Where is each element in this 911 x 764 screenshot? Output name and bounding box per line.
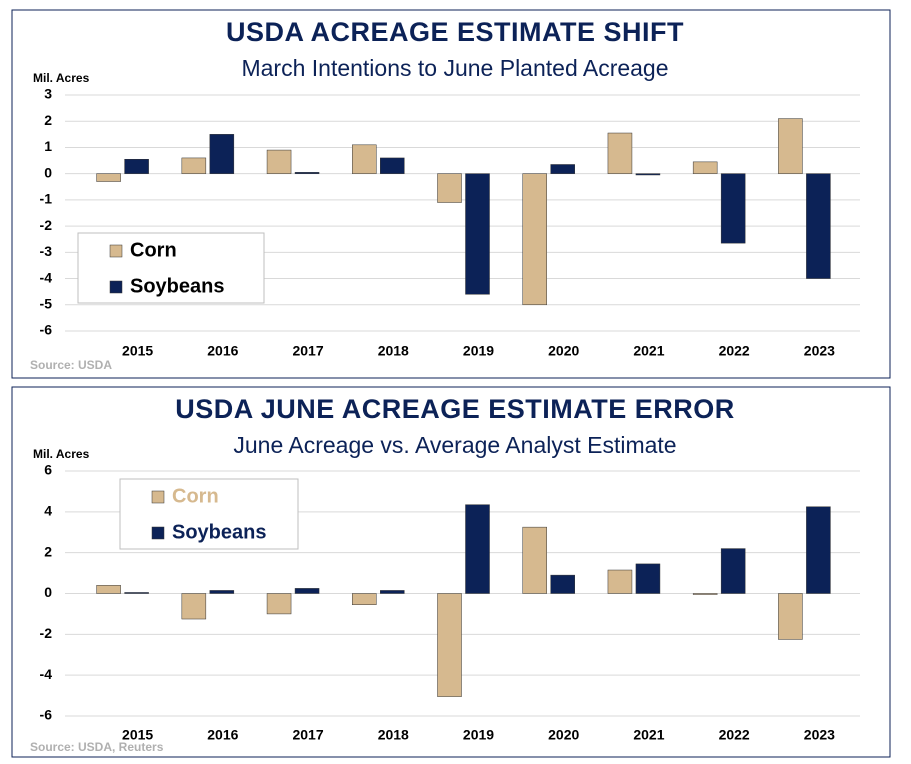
y-tick-label: -1: [40, 191, 53, 207]
y-tick-label: 1: [44, 138, 52, 154]
x-tick-label: 2022: [719, 343, 750, 359]
legend-swatch: [151, 490, 165, 504]
bar: [720, 173, 746, 244]
bar: [778, 118, 803, 174]
panel-frame: [11, 9, 891, 379]
x-tick-label: 2022: [719, 727, 750, 743]
y-tick-label: -4: [40, 666, 53, 682]
bar: [720, 548, 746, 594]
bar: [96, 585, 121, 594]
bar: [607, 132, 633, 174]
x-tick-label: 2016: [207, 727, 238, 743]
chart-title: USDA ACREAGE ESTIMATE SHIFT: [226, 17, 684, 47]
x-tick-label: 2019: [463, 727, 494, 743]
bar: [266, 593, 292, 615]
y-tick-label: 0: [44, 584, 52, 600]
bar: [96, 173, 121, 182]
bar: [778, 593, 803, 640]
legend-label: Corn: [172, 485, 219, 507]
bar: [607, 569, 633, 594]
bar: [209, 590, 235, 594]
bar: [635, 563, 661, 594]
x-tick-label: 2023: [804, 727, 835, 743]
bar: [294, 588, 320, 594]
source-note: Source: USDA: [30, 358, 112, 372]
x-tick-label: 2021: [633, 727, 664, 743]
y-axis-label: Mil. Acres: [33, 71, 90, 85]
x-tick-label: 2021: [633, 343, 664, 359]
bar: [465, 504, 490, 594]
y-tick-label: -6: [40, 322, 53, 338]
panel-frame: [11, 386, 891, 758]
x-tick-label: 2019: [463, 343, 494, 359]
y-tick-label: 2: [44, 543, 52, 559]
legend-box: [77, 232, 265, 304]
bar: [465, 173, 490, 295]
bar: [209, 134, 235, 174]
bar: [550, 164, 575, 174]
bar: [181, 593, 207, 620]
chart-subtitle: March Intentions to June Planted Acreage: [241, 55, 668, 81]
chart-subtitle: June Acreage vs. Average Analyst Estimat…: [233, 432, 676, 458]
bar: [437, 173, 462, 203]
bar: [522, 173, 547, 306]
bar: [181, 157, 207, 174]
y-tick-label: -4: [40, 269, 53, 285]
bar: [380, 590, 405, 594]
bar: [266, 149, 292, 174]
bar: [294, 172, 320, 174]
legend-label: Soybeans: [172, 521, 266, 543]
y-tick-label: -3: [40, 243, 53, 259]
y-tick-label: -5: [40, 295, 53, 311]
y-tick-label: -2: [40, 217, 53, 233]
legend-swatch: [109, 280, 123, 294]
legend-swatch: [151, 526, 165, 540]
x-tick-label: 2017: [292, 727, 323, 743]
y-tick-label: 4: [44, 503, 52, 519]
y-axis-label: Mil. Acres: [33, 447, 90, 461]
legend-box: [119, 478, 299, 550]
bar: [124, 592, 149, 594]
legend-label: Corn: [130, 239, 177, 261]
bar: [437, 593, 462, 697]
y-tick-label: 3: [44, 86, 52, 102]
legend-swatch: [109, 244, 123, 258]
y-tick-label: 6: [44, 462, 52, 478]
chart-title: USDA JUNE ACREAGE ESTIMATE ERROR: [175, 394, 735, 424]
x-tick-label: 2015: [122, 343, 153, 359]
y-tick-label: -2: [40, 625, 53, 641]
bar: [806, 506, 831, 594]
bar: [352, 144, 377, 174]
y-tick-label: 2: [44, 112, 52, 128]
bar: [380, 157, 405, 174]
bar: [352, 593, 377, 605]
x-tick-label: 2023: [804, 343, 835, 359]
x-tick-label: 2016: [207, 343, 238, 359]
bar: [692, 161, 718, 174]
x-tick-label: 2018: [378, 727, 409, 743]
y-tick-label: -6: [40, 707, 53, 723]
bar: [522, 526, 547, 594]
bar: [124, 158, 149, 174]
bar: [635, 173, 661, 176]
source-note: Source: USDA, Reuters: [30, 740, 164, 754]
x-tick-label: 2017: [292, 343, 323, 359]
bar: [550, 574, 575, 594]
x-tick-label: 2020: [548, 727, 579, 743]
bar: [806, 173, 831, 279]
x-tick-label: 2020: [548, 343, 579, 359]
x-tick-label: 2018: [378, 343, 409, 359]
y-tick-label: 0: [44, 164, 52, 180]
x-tick-label: 2015: [122, 727, 153, 743]
legend-label: Soybeans: [130, 275, 224, 297]
bar: [692, 593, 718, 595]
